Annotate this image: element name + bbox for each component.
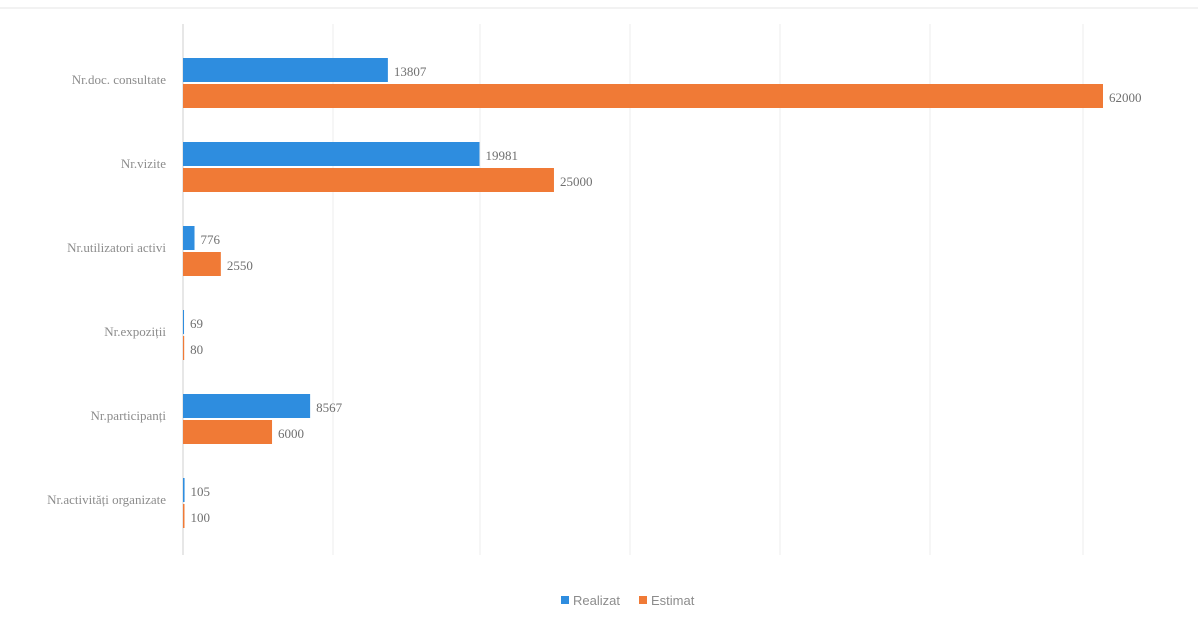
data-label-estimat-nr-participanti: 6000 xyxy=(278,426,304,441)
data-label-realizat-nr-participanti: 8567 xyxy=(316,400,343,415)
bar-estimat-nr-vizite xyxy=(183,168,554,192)
bar-estimat-nr-participanti xyxy=(183,420,273,444)
grid-layer xyxy=(0,7,1198,555)
legend-label-estimat: Estimat xyxy=(651,593,695,608)
data-label-realizat-nr-vizite: 19981 xyxy=(485,148,518,163)
data-label-estimat-nr-doc-consultate: 62000 xyxy=(1109,90,1142,105)
legend: Realizat Estimat xyxy=(561,593,695,608)
bars-layer xyxy=(183,58,1103,528)
bar-estimat-nr-activitati-organizate xyxy=(183,504,185,528)
category-label-nr-expozitii: Nr.expoziții xyxy=(104,324,166,339)
category-label-nr-activitati-organizate: Nr.activități organizate xyxy=(47,492,166,507)
data-label-realizat-nr-activitati-organizate: 105 xyxy=(191,484,211,499)
bar-realizat-nr-expozitii xyxy=(183,310,185,334)
bar-realizat-nr-participanti xyxy=(183,394,311,418)
data-label-realizat-nr-expozitii: 69 xyxy=(190,316,203,331)
category-label-nr-participanti: Nr.participanți xyxy=(91,408,167,423)
category-label-nr-vizite: Nr.vizite xyxy=(121,156,166,171)
legend-label-realizat: Realizat xyxy=(573,593,620,608)
legend-swatch-realizat xyxy=(561,596,569,604)
bar-realizat-nr-doc-consultate xyxy=(183,58,388,82)
bar-estimat-nr-doc-consultate xyxy=(183,84,1103,108)
bar-estimat-nr-expozitii xyxy=(183,336,185,360)
data-label-estimat-nr-expozitii: 80 xyxy=(190,342,203,357)
bar-realizat-nr-activitati-organizate xyxy=(183,478,185,502)
data-label-estimat-nr-vizite: 25000 xyxy=(560,174,593,189)
data-label-estimat-nr-activitati-organizate: 100 xyxy=(190,510,210,525)
data-label-realizat-nr-utilizatori-activi: 776 xyxy=(201,232,221,247)
category-label-nr-doc-consultate: Nr.doc. consultate xyxy=(72,72,166,87)
bar-estimat-nr-utilizatori-activi xyxy=(183,252,221,276)
data-label-realizat-nr-doc-consultate: 13807 xyxy=(394,64,427,79)
bar-realizat-nr-utilizatori-activi xyxy=(183,226,195,250)
labels-layer: Nr.doc. consultate 13807 62000 Nr.vizite 199… xyxy=(47,64,1141,525)
bar-realizat-nr-vizite xyxy=(183,142,480,166)
data-label-estimat-nr-utilizatori-activi: 2550 xyxy=(227,258,253,273)
category-label-nr-utilizatori-activi: Nr.utilizatori activi xyxy=(67,240,166,255)
legend-swatch-estimat xyxy=(639,596,647,604)
